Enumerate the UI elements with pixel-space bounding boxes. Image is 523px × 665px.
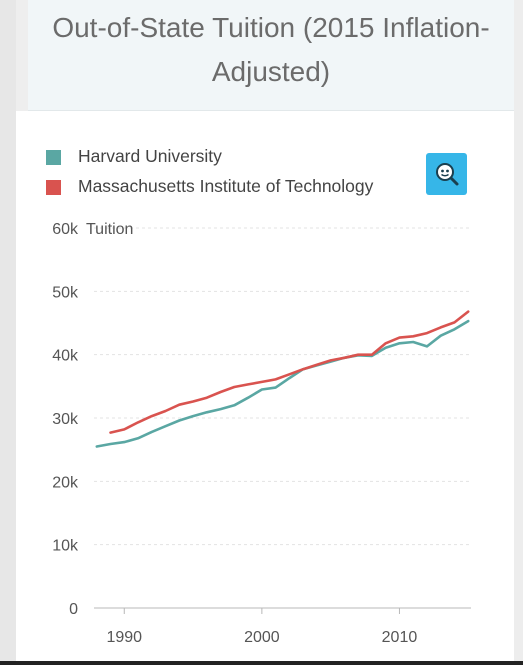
chart-grid xyxy=(94,227,471,546)
page-title-line-2: Adjusted) xyxy=(211,56,331,87)
y-tick-label: 10k xyxy=(52,538,79,555)
zoom-button[interactable] xyxy=(426,153,467,195)
y-axis-label: Tuition xyxy=(86,221,133,238)
left-margin xyxy=(0,0,16,665)
y-tick-label: 0 xyxy=(69,601,78,618)
right-margin xyxy=(514,0,523,665)
chart-header: Out-of-State Tuition (2015 Inflation- Ad… xyxy=(28,0,514,111)
page-title-line-1: Out-of-State Tuition (2015 Inflation- xyxy=(52,12,490,43)
chart-axes: 0 10k 20k 30k 40k 50k 60k 1990 2000 2010 xyxy=(52,221,471,646)
y-tick-label: 30k xyxy=(52,411,79,428)
y-tick-label: 60k xyxy=(52,221,79,238)
legend-label-mit: Massachusetts Institute of Technology xyxy=(78,176,374,196)
tuition-line-chart: 0 10k 20k 30k 40k 50k 60k 1990 2000 2010 Tuition xyxy=(52,221,471,646)
x-tick-label: 2010 xyxy=(382,629,418,646)
bottom-bar xyxy=(0,661,523,665)
magnifier-icon xyxy=(436,163,459,186)
y-tick-label: 20k xyxy=(52,474,79,491)
series-line-mit xyxy=(109,310,470,434)
legend-label-harvard: Harvard University xyxy=(78,146,222,166)
y-tick-label: 50k xyxy=(52,284,79,301)
series-line-harvard xyxy=(95,319,470,448)
legend-swatch-mit xyxy=(46,180,61,195)
x-tick-label: 2000 xyxy=(244,629,280,646)
x-tick-label: 1990 xyxy=(106,629,142,646)
chart-series xyxy=(95,310,470,448)
y-tick-label: 40k xyxy=(52,348,79,365)
chart-card: 0 10k 20k 30k 40k 50k 60k 1990 2000 2010 Tuition … xyxy=(16,111,514,665)
page-title: Out-of-State Tuition (2015 Inflation- Ad… xyxy=(28,6,514,94)
legend-swatch-harvard xyxy=(46,150,61,165)
